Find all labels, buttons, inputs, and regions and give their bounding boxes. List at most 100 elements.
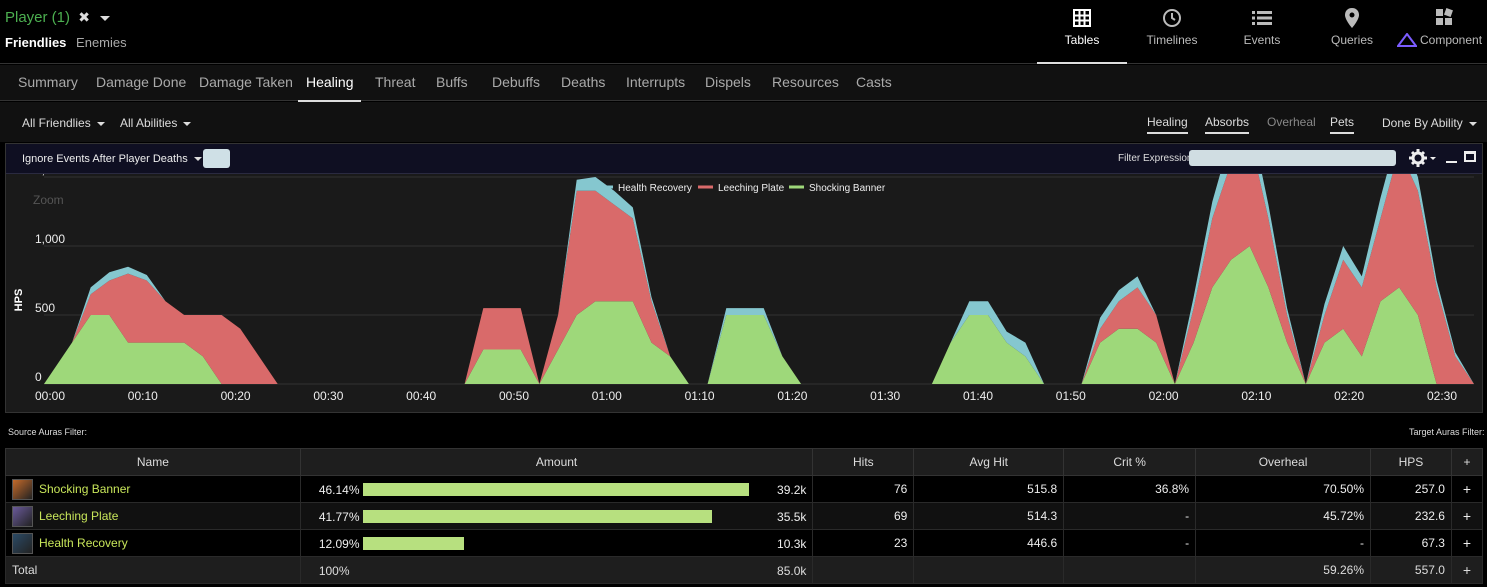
tab-damage-taken[interactable]: Damage Taken [199,74,293,90]
tab-summary[interactable]: Summary [18,74,78,90]
tab-damage-done[interactable]: Damage Done [96,74,187,90]
tab-threat[interactable]: Threat [375,74,416,90]
done-by-dropdown[interactable]: Done By Ability [1382,116,1477,130]
shocking-banner-icon [12,478,33,500]
chart-header: Ignore Events After Player Deaths Filter… [6,144,1482,174]
overheal-value: 45.72% [1195,502,1371,530]
col-avg-hit[interactable]: Avg Hit [913,448,1065,476]
table-total-row: Total 100% 85.0k 59.26% 557.0 + [5,556,1484,584]
gear-icon[interactable] [1409,148,1437,173]
healing-table: Name Amount Hits Avg Hit Crit % Overheal… [5,448,1484,584]
nav-queries[interactable]: Queries [1307,0,1397,64]
friendlies-dropdown[interactable]: All Friendlies [22,116,105,130]
col-amount[interactable]: Amount [299,448,814,476]
ignore-events-checkbox[interactable] [203,149,230,168]
amount-bar [362,510,712,523]
overheal-value: 70.50% [1195,475,1371,503]
toggle-healing[interactable]: Healing [1147,115,1188,134]
hps-value: 257.0 [1370,475,1452,503]
chevron-down-icon [1468,121,1477,126]
nav-queries-label: Queries [1330,33,1374,47]
report-tabs: Summary Damage Done Damage Taken Healing… [0,65,1487,102]
amount-percent: 12.09% [318,537,360,551]
expand-row-button[interactable]: + [1450,502,1484,530]
expand-row-button[interactable]: + [1450,475,1484,503]
player-selector[interactable]: Player (1) ✖ [5,9,111,26]
nav-events[interactable]: Events [1217,0,1307,64]
amount-percent: 41.77% [318,510,360,524]
ability-name[interactable]: Leeching Plate [39,509,119,523]
chevron-down-icon[interactable] [100,15,111,21]
x-tick-label: 01:10 [685,389,715,403]
tab-resources[interactable]: Resources [772,74,839,90]
total-avg-hit [913,556,1065,584]
friendly-enemy-toggle: Friendlies Enemies [5,35,127,50]
avg-hit-value: 515.8 [913,475,1065,503]
expand-total-button[interactable]: + [1450,556,1484,584]
expand-row-button[interactable]: + [1450,529,1484,557]
total-amount: 85.0k [777,564,807,578]
tab-buffs[interactable]: Buffs [436,74,468,90]
hits-value: 69 [812,502,915,530]
total-percent: 100% [318,564,350,578]
x-tick-label: 00:10 [128,389,158,403]
nav-components[interactable]: Component [1397,0,1487,64]
toggle-pets[interactable]: Pets [1330,115,1355,134]
crit-value: - [1063,529,1197,557]
total-crit [1063,556,1197,584]
tab-healing[interactable]: Healing [297,74,363,102]
ability-name[interactable]: Health Recovery [39,536,128,550]
close-icon[interactable]: ✖ [78,9,90,25]
abilities-dropdown[interactable]: All Abilities [120,116,192,130]
legend-label: Leeching Plate [718,183,785,194]
amount-value: 10.3k [777,537,807,551]
nav-timelines[interactable]: Timelines [1127,0,1217,64]
table-row[interactable]: Shocking Banner 46.14% 39.2k 76 515.8 36.… [5,475,1484,503]
y-tick-label: 1,000 [35,232,65,246]
friendlies-link[interactable]: Friendlies [5,35,67,50]
ignore-events-dropdown[interactable]: Ignore Events After Player Deaths [22,153,202,165]
hits-value: 76 [812,475,915,503]
col-hps[interactable]: HPS [1370,448,1452,476]
y-axis-label: HPS [13,289,25,312]
chart-panel: Ignore Events After Player Deaths Filter… [5,143,1483,413]
minimize-icon[interactable] [1446,161,1457,163]
toggle-absorbs[interactable]: Absorbs [1205,115,1250,134]
x-tick-label: 00:50 [499,389,529,403]
x-tick-label: 01:20 [777,389,807,403]
tab-interrupts[interactable]: Interrupts [626,74,686,90]
col-hits[interactable]: Hits [812,448,915,476]
col-overheal[interactable]: Overheal [1195,448,1371,476]
health-potion-icon [12,532,33,554]
x-tick-label: 00:20 [221,389,251,403]
done-by-label: Done By Ability [1382,116,1463,130]
x-tick-label: 00:30 [313,389,343,403]
source-auras-filter[interactable]: Source Auras Filter: [8,427,88,437]
tab-casts[interactable]: Casts [856,74,892,90]
x-tick-label: 01:40 [963,389,993,403]
toggle-overheal[interactable]: Overheal [1267,115,1316,129]
healing-chart: Zoom05001,0001,5002,000HPS00:0000:1000:2… [13,174,1474,403]
tab-dispels[interactable]: Dispels [705,74,751,90]
avg-hit-value: 446.6 [913,529,1065,557]
maximize-icon[interactable] [1464,151,1476,162]
hps-value: 67.3 [1370,529,1452,557]
tab-deaths[interactable]: Deaths [561,74,606,90]
table-row[interactable]: Leeching Plate 41.77% 35.5k 69 514.3 - 45… [5,502,1484,530]
target-auras-filter[interactable]: Target Auras Filter: [1409,427,1485,437]
nav-tables-label: Tables [1064,33,1100,47]
tab-debuffs[interactable]: Debuffs [492,74,540,90]
ability-name[interactable]: Shocking Banner [39,482,131,496]
x-tick-label: 02:20 [1334,389,1364,403]
amount-percent: 46.14% [318,483,360,497]
table-row[interactable]: Health Recovery 12.09% 10.3k 23 446.6 - -… [5,529,1484,557]
col-crit[interactable]: Crit % [1063,448,1197,476]
map-pin-icon [1307,8,1397,28]
nav-tables[interactable]: Tables [1037,0,1127,64]
add-column-button[interactable]: + [1450,448,1484,476]
player-label[interactable]: Player (1) [5,9,71,26]
filter-row: All Friendlies All Abilities Healing Abs… [0,102,1487,142]
col-name[interactable]: Name [5,448,301,476]
enemies-link[interactable]: Enemies [76,35,127,50]
filter-expression-input[interactable] [1189,150,1396,166]
